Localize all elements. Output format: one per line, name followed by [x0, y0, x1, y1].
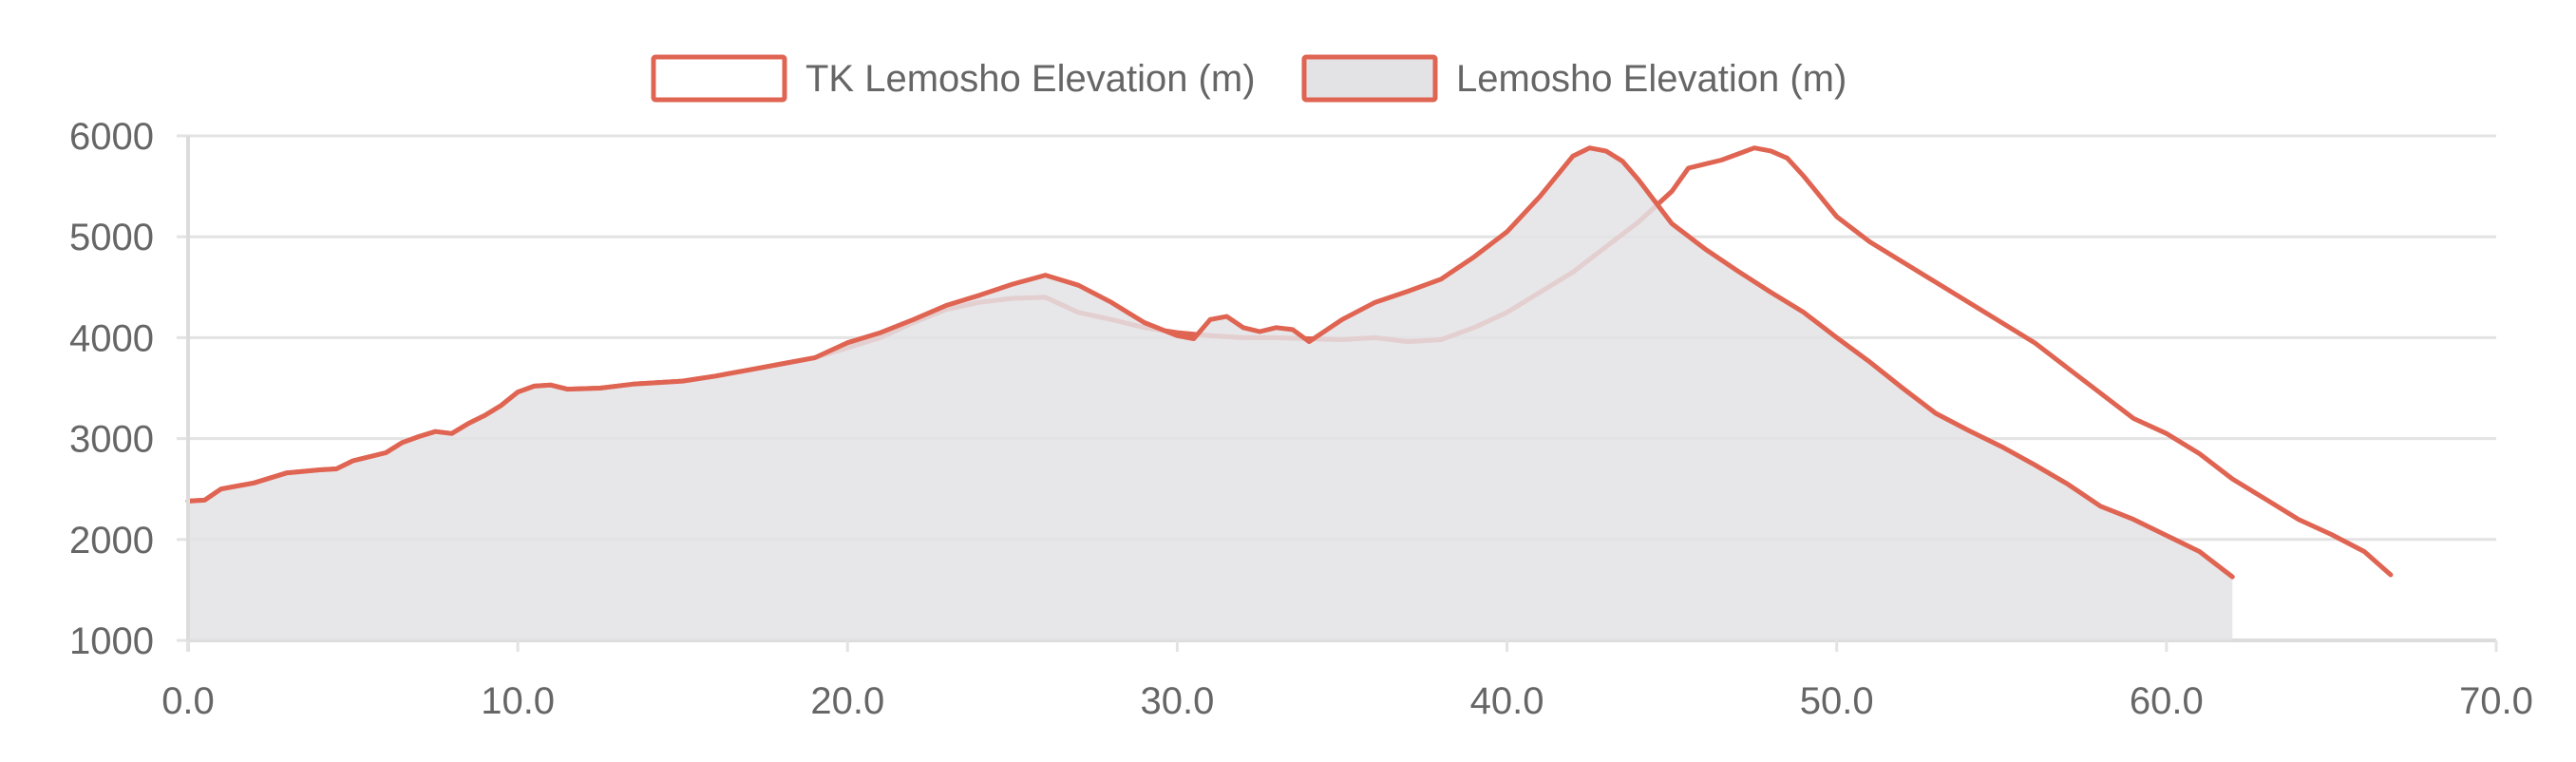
- x-tick-label: 20.0: [810, 680, 884, 722]
- series-2: [185, 145, 2235, 640]
- legend-item[interactable]: Lemosho Elevation (m): [1301, 54, 1847, 103]
- y-tick-label: 4000: [69, 317, 154, 359]
- y-tick-label: 5000: [69, 217, 154, 258]
- x-tick-label: 10.0: [481, 680, 555, 722]
- legend-label: Lemosho Elevation (m): [1456, 58, 1847, 100]
- series-line: [185, 145, 2235, 580]
- axes: 1000 2000 3000 4000 5000 6000 0.0 10.0 20.0 30.0 4…: [69, 116, 2533, 722]
- legend-swatch: [651, 54, 787, 103]
- x-tick-label: 40.0: [1470, 680, 1544, 722]
- x-tick-label: 50.0: [1800, 680, 1874, 722]
- y-tick-label: 3000: [69, 419, 154, 461]
- legend-label: TK Lemosho Elevation (m): [805, 58, 1256, 100]
- x-tick-label: 0.0: [161, 680, 215, 722]
- series-layer: [185, 145, 2394, 640]
- x-tick-label: 70.0: [2459, 680, 2533, 722]
- x-tick-label: 60.0: [2130, 680, 2204, 722]
- y-tick-label: 2000: [69, 520, 154, 562]
- y-tick-label: 6000: [69, 116, 154, 158]
- x-tick-label: 30.0: [1140, 680, 1214, 722]
- legend-item[interactable]: TK Lemosho Elevation (m): [651, 54, 1256, 103]
- y-tick-label: 1000: [69, 620, 154, 662]
- series-area-fill: [188, 147, 2233, 640]
- legend-swatch: [1301, 54, 1438, 103]
- legend[interactable]: TK Lemosho Elevation (m) Lemosho Elevatio…: [651, 54, 1847, 103]
